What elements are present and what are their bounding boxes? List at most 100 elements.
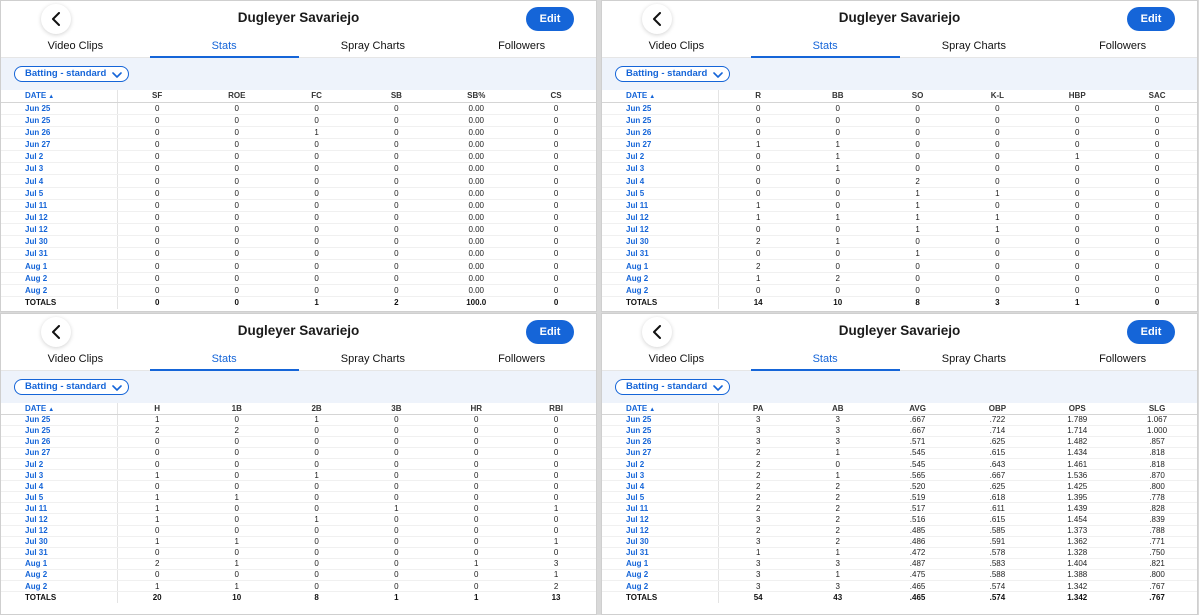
game-date-link[interactable]: Jul 12 (602, 223, 719, 237)
column-header[interactable]: 3B (356, 403, 437, 415)
column-header[interactable]: HBP (1037, 90, 1118, 103)
tab-spray-charts[interactable]: Spray Charts (941, 40, 1006, 52)
column-header[interactable]: SO (877, 90, 958, 103)
stat-type-dropdown[interactable]: Batting - standard (615, 379, 731, 395)
game-date-link[interactable]: Aug 2 (1, 284, 118, 297)
game-date-link[interactable]: Jun 25 (1, 425, 118, 437)
game-date-link[interactable]: Jul 31 (1, 247, 118, 261)
game-date-link[interactable]: Jul 2 (1, 150, 118, 164)
back-button[interactable] (41, 4, 71, 34)
column-header[interactable]: AVG (877, 403, 958, 415)
game-date-link[interactable]: Jul 12 (602, 525, 719, 537)
tab-spray-charts[interactable]: Spray Charts (340, 40, 405, 52)
column-header[interactable]: OPS (1037, 403, 1118, 415)
column-header[interactable]: K-L (957, 90, 1038, 103)
game-date-link[interactable]: Jun 27 (602, 138, 719, 152)
game-date-link[interactable]: Jul 2 (602, 458, 719, 471)
tab-stats[interactable]: Stats (149, 349, 299, 371)
column-header[interactable]: SAC (1117, 90, 1197, 103)
game-date-link[interactable]: Jun 26 (602, 126, 719, 140)
game-date-link[interactable]: Aug 2 (1, 580, 118, 593)
game-date-link[interactable]: Aug 1 (602, 259, 719, 273)
game-date-link[interactable]: Aug 2 (1, 569, 118, 582)
tab-stats[interactable]: Stats (149, 36, 299, 58)
game-date-link[interactable]: Jul 12 (1, 223, 118, 237)
column-header[interactable]: H (117, 403, 197, 415)
game-date-link[interactable]: Jul 30 (1, 235, 118, 249)
back-button[interactable] (642, 317, 672, 347)
edit-button[interactable]: Edit (1127, 7, 1175, 31)
game-date-link[interactable]: Aug 2 (602, 580, 719, 593)
date-column-header[interactable]: DATE ▲ (1, 403, 118, 415)
game-date-link[interactable]: Jun 27 (1, 138, 118, 152)
game-date-link[interactable]: Jul 12 (602, 513, 719, 526)
tab-video-clips[interactable]: Video Clips (648, 40, 705, 52)
back-button[interactable] (642, 4, 672, 34)
game-date-link[interactable]: Jun 25 (602, 414, 719, 426)
stat-type-dropdown[interactable]: Batting - standard (14, 379, 130, 395)
tab-video-clips[interactable]: Video Clips (47, 40, 104, 52)
column-header[interactable]: SB (356, 90, 437, 103)
game-date-link[interactable]: Jul 5 (602, 187, 719, 200)
column-header[interactable]: RBI (516, 403, 596, 415)
tab-followers[interactable]: Followers (1099, 353, 1147, 365)
game-date-link[interactable]: Jul 2 (602, 150, 719, 164)
column-header[interactable]: AB (797, 403, 878, 415)
game-date-link[interactable]: Jul 4 (602, 174, 719, 188)
date-column-header[interactable]: DATE ▲ (602, 403, 719, 415)
game-date-link[interactable]: Jul 5 (1, 187, 118, 200)
edit-button[interactable]: Edit (526, 7, 574, 31)
game-date-link[interactable]: Jun 27 (1, 447, 118, 459)
tab-stats[interactable]: Stats (750, 36, 900, 58)
tab-stats[interactable]: Stats (750, 349, 900, 371)
game-date-link[interactable]: Aug 2 (602, 272, 719, 285)
column-header[interactable]: FC (276, 90, 357, 103)
game-date-link[interactable]: Jul 4 (1, 174, 118, 188)
game-date-link[interactable]: Jun 26 (1, 126, 118, 140)
edit-button[interactable]: Edit (1127, 320, 1175, 344)
column-header[interactable]: BB (797, 90, 878, 103)
back-button[interactable] (41, 317, 71, 347)
game-date-link[interactable]: Aug 1 (1, 259, 118, 273)
game-date-link[interactable]: Jul 30 (602, 235, 719, 249)
tab-video-clips[interactable]: Video Clips (47, 353, 104, 365)
game-date-link[interactable]: Jul 3 (602, 469, 719, 482)
game-date-link[interactable]: Jul 11 (602, 502, 719, 515)
game-date-link[interactable]: Jul 2 (1, 458, 118, 471)
game-date-link[interactable]: Aug 1 (602, 558, 719, 570)
game-date-link[interactable]: Jul 3 (602, 162, 719, 176)
game-date-link[interactable]: Jul 4 (1, 480, 118, 493)
game-date-link[interactable]: Jun 25 (1, 414, 118, 426)
game-date-link[interactable]: Jun 25 (602, 425, 719, 437)
game-date-link[interactable]: Jun 25 (1, 102, 118, 115)
column-header[interactable]: SLG (1117, 403, 1197, 415)
column-header[interactable]: OBP (957, 403, 1038, 415)
game-date-link[interactable]: Jul 11 (602, 199, 719, 212)
game-date-link[interactable]: Jul 5 (1, 491, 118, 504)
edit-button[interactable]: Edit (526, 320, 574, 344)
column-header[interactable]: SF (117, 90, 197, 103)
tab-spray-charts[interactable]: Spray Charts (941, 353, 1006, 365)
tab-video-clips[interactable]: Video Clips (648, 353, 705, 365)
tab-followers[interactable]: Followers (498, 353, 546, 365)
column-header[interactable]: PA (718, 403, 798, 415)
game-date-link[interactable]: Jul 12 (1, 211, 118, 225)
game-date-link[interactable]: Jul 11 (1, 502, 118, 515)
game-date-link[interactable]: Jun 26 (602, 436, 719, 448)
date-column-header[interactable]: DATE ▲ (1, 90, 118, 103)
game-date-link[interactable]: Jun 27 (602, 447, 719, 459)
game-date-link[interactable]: Aug 1 (1, 558, 118, 570)
game-date-link[interactable]: Jul 30 (1, 536, 118, 548)
tab-spray-charts[interactable]: Spray Charts (340, 353, 405, 365)
column-header[interactable]: 2B (276, 403, 357, 415)
game-date-link[interactable]: Jul 12 (602, 211, 719, 225)
game-date-link[interactable]: Jul 3 (1, 162, 118, 176)
game-date-link[interactable]: Jun 25 (1, 114, 118, 127)
game-date-link[interactable]: Jun 25 (602, 102, 719, 115)
game-date-link[interactable]: Jul 11 (1, 199, 118, 212)
column-header[interactable]: R (718, 90, 798, 103)
column-header[interactable]: CS (516, 90, 596, 103)
game-date-link[interactable]: Jul 31 (602, 247, 719, 261)
game-date-link[interactable]: Jul 3 (1, 469, 118, 482)
tab-followers[interactable]: Followers (1099, 40, 1147, 52)
